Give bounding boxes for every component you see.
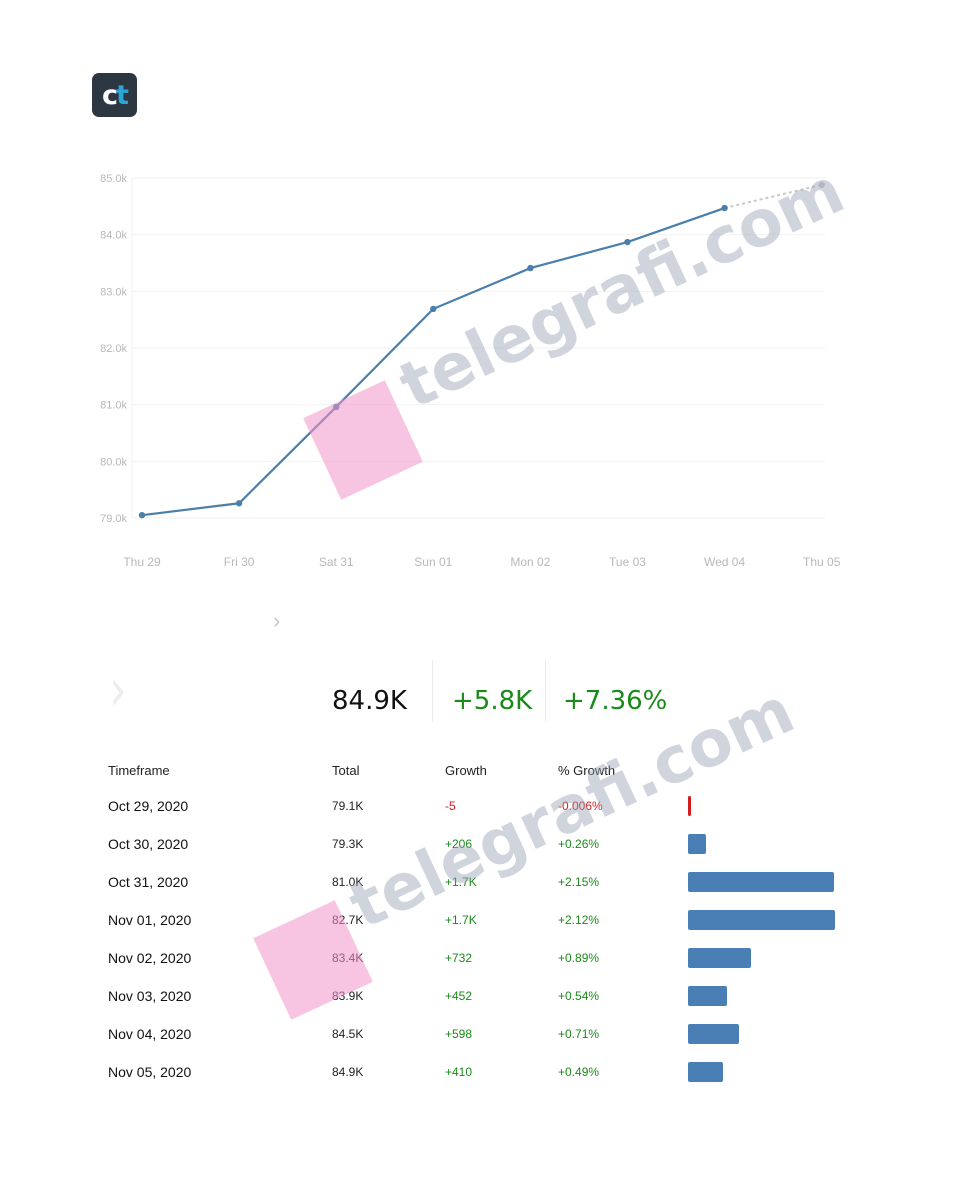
row-date: Nov 04, 2020 [108,1026,192,1042]
row-total: 84.5K [332,1027,364,1041]
row-growth: +410 [445,1065,473,1079]
row-growth: +732 [445,951,473,965]
row-date: Nov 02, 2020 [108,950,192,966]
row-date: Oct 29, 2020 [108,798,189,814]
row-pct-growth: -0.006% [558,799,603,813]
row-pct-growth: +2.12% [558,913,600,927]
row-date: Oct 31, 2020 [108,874,189,890]
row-growth: +206 [445,837,473,851]
summary-total: 84.9K [332,686,407,716]
data-point [430,305,437,313]
growth-bar [688,1062,724,1082]
data-point [527,264,534,272]
y-tick-label: 85.0k [100,173,127,185]
x-tick-label: Fri 30 [224,555,255,569]
data-point [235,500,243,507]
y-tick-label: 79.0k [100,513,127,525]
y-tick-label: 82.0k [100,343,127,355]
growth-bar-negative [688,796,691,816]
row-pct-growth: +2.15% [558,875,600,889]
header-total: Total [332,763,360,778]
y-tick-label: 80.0k [100,456,127,468]
data-point [624,238,631,246]
header-growth: Growth [445,763,487,778]
y-tick-label: 83.0k [100,286,127,298]
data-point [721,204,728,212]
row-total: 79.1K [332,799,364,813]
row-date: Oct 30, 2020 [108,836,189,852]
y-tick-label: 84.0k [100,230,127,242]
row-date: Nov 01, 2020 [108,912,192,928]
divider [545,660,546,722]
logo-letter-c: c [102,79,118,111]
divider [432,660,433,722]
growth-bar [688,872,835,892]
projection-line [724,183,822,210]
x-tick-label: Thu 29 [123,555,161,569]
y-tick-label: 81.0k [100,400,127,412]
x-tick-label: Thu 05 [803,555,841,569]
x-tick-label: Sat 31 [319,555,354,569]
row-total: 79.3K [332,837,364,851]
summary-pct-growth: +7.36% [563,686,668,716]
row-growth: -5 [445,799,456,813]
row-pct-growth: +0.26% [558,837,600,851]
row-growth: +598 [445,1027,473,1041]
row-growth: +452 [445,989,473,1003]
row-pct-growth: +0.49% [558,1065,600,1079]
growth-bar [688,1024,740,1044]
header-pct-growth: % Growth [558,763,616,778]
line-chart: 79.0k 80.0k 81.0k 82.0k 83.0k 84.0k 85.0k Thu 2… [100,173,841,569]
row-pct-growth: +0.89% [558,951,600,965]
header-timeframe: Timeframe [108,763,170,778]
x-tick-label: Mon 02 [510,555,550,569]
row-date: Nov 03, 2020 [108,988,192,1004]
growth-bar [688,910,835,930]
x-tick-label: Tue 03 [609,555,646,569]
logo-letter-t: t [116,79,129,111]
data-point [818,181,825,188]
summary-growth: +5.8K [452,686,533,716]
x-tick-label: Sun 01 [414,555,452,569]
next-arrow-icon[interactable]: › [109,655,127,725]
chevron-right-icon[interactable]: › [273,608,281,633]
row-growth: +1.7K [445,875,477,889]
growth-bar [688,834,706,854]
row-total: 81.0K [332,875,364,889]
row-growth: +1.7K [445,913,477,927]
row-pct-growth: +0.71% [558,1027,600,1041]
x-tick-label: Wed 04 [704,555,745,569]
row-total: 84.9K [332,1065,364,1079]
growth-bar [688,948,751,968]
growth-bar [688,986,727,1006]
row-pct-growth: +0.54% [558,989,600,1003]
row-date: Nov 05, 2020 [108,1064,192,1080]
data-point [138,511,146,519]
